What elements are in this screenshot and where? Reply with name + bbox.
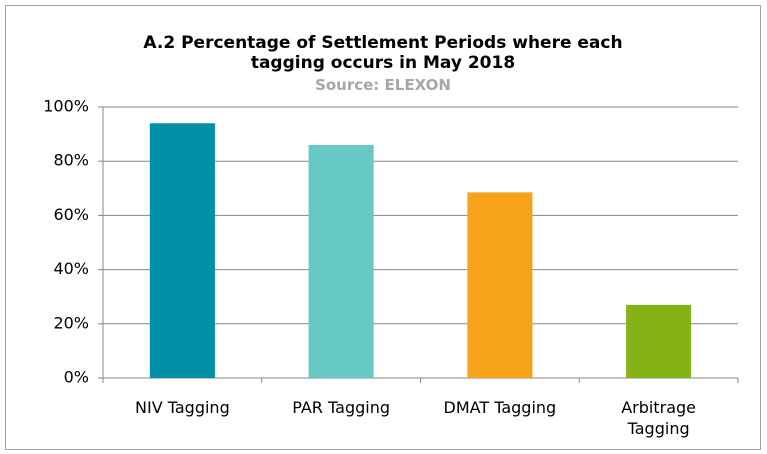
x-tick-label: DMAT Tagging	[443, 398, 557, 417]
y-tick-label: 40%	[53, 259, 89, 278]
bar	[308, 144, 374, 378]
x-tick-label: NIV Tagging	[135, 398, 230, 417]
bar	[467, 192, 533, 378]
bar	[149, 123, 215, 378]
y-tick-label: 0%	[64, 368, 89, 387]
chart-title: A.2 Percentage of Settlement Periods whe…	[143, 33, 623, 73]
x-tick-label: PAR Tagging	[292, 398, 390, 417]
chart-subtitle: Source: ELEXON	[315, 76, 451, 94]
x-tick-label: Arbitrage Tagging	[621, 398, 697, 438]
bar	[626, 304, 692, 378]
y-tick-label: 100%	[43, 97, 89, 116]
y-tick-label: 80%	[53, 151, 89, 170]
y-tick-label: 20%	[53, 313, 89, 332]
y-tick-label: 60%	[53, 205, 89, 224]
